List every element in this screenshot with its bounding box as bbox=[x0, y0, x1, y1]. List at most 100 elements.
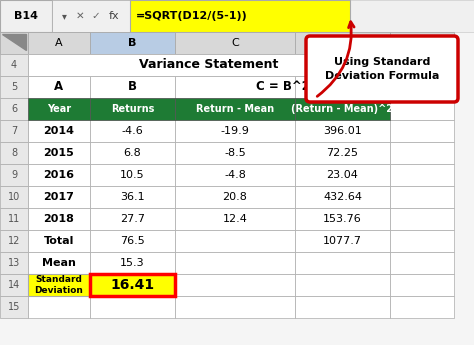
Text: 15.3: 15.3 bbox=[120, 258, 145, 268]
Text: 15: 15 bbox=[8, 302, 20, 312]
Text: 10.5: 10.5 bbox=[120, 170, 145, 180]
Text: 432.64: 432.64 bbox=[323, 192, 362, 202]
Bar bbox=[28, 76, 90, 98]
Bar bbox=[90, 32, 175, 54]
Bar bbox=[175, 142, 295, 164]
Bar bbox=[0, 32, 28, 54]
Text: 396.01: 396.01 bbox=[323, 126, 362, 136]
Text: 1077.7: 1077.7 bbox=[323, 236, 362, 246]
Text: Return - Mean: Return - Mean bbox=[196, 104, 274, 114]
Text: 2015: 2015 bbox=[44, 148, 74, 158]
Bar bbox=[390, 54, 454, 76]
Text: ▾: ▾ bbox=[62, 11, 66, 21]
Text: -19.9: -19.9 bbox=[220, 126, 249, 136]
Text: C: C bbox=[231, 38, 239, 48]
Bar bbox=[175, 54, 295, 76]
Text: fx: fx bbox=[109, 11, 119, 21]
Text: Mean: Mean bbox=[42, 258, 76, 268]
Text: 10: 10 bbox=[8, 192, 20, 202]
Bar bbox=[390, 164, 454, 186]
Bar bbox=[175, 164, 295, 186]
Text: 11: 11 bbox=[8, 214, 20, 224]
Bar bbox=[390, 32, 454, 54]
Text: Using Standard
Deviation Formula: Using Standard Deviation Formula bbox=[325, 57, 439, 81]
Bar bbox=[175, 252, 295, 274]
Bar bbox=[90, 98, 175, 120]
Bar bbox=[28, 54, 90, 76]
Bar bbox=[90, 186, 175, 208]
Bar bbox=[0, 120, 28, 142]
Bar bbox=[28, 142, 90, 164]
Text: -8.5: -8.5 bbox=[224, 148, 246, 158]
Bar bbox=[295, 142, 390, 164]
Bar bbox=[390, 76, 454, 98]
Bar bbox=[175, 98, 295, 120]
Bar bbox=[28, 120, 90, 142]
Bar bbox=[90, 296, 175, 318]
Text: 2016: 2016 bbox=[44, 170, 74, 180]
Bar bbox=[28, 54, 390, 76]
Text: E: E bbox=[419, 38, 426, 48]
Bar bbox=[175, 208, 295, 230]
Bar bbox=[175, 186, 295, 208]
Bar bbox=[90, 120, 175, 142]
Bar bbox=[295, 54, 390, 76]
Bar bbox=[295, 98, 390, 120]
Text: ✕: ✕ bbox=[76, 11, 84, 21]
Bar bbox=[390, 142, 454, 164]
Bar bbox=[0, 54, 28, 76]
Text: 12.4: 12.4 bbox=[223, 214, 247, 224]
Text: 5: 5 bbox=[11, 82, 17, 92]
Bar bbox=[0, 142, 28, 164]
Bar bbox=[390, 296, 454, 318]
Bar bbox=[90, 252, 175, 274]
Bar bbox=[90, 274, 175, 296]
Text: 153.76: 153.76 bbox=[323, 214, 362, 224]
Bar bbox=[0, 252, 28, 274]
Bar bbox=[295, 296, 390, 318]
Bar bbox=[175, 32, 295, 54]
Bar bbox=[28, 164, 90, 186]
Bar bbox=[295, 274, 390, 296]
Text: 8: 8 bbox=[11, 148, 17, 158]
Bar bbox=[90, 142, 175, 164]
Text: -4.6: -4.6 bbox=[122, 126, 143, 136]
Text: 2014: 2014 bbox=[44, 126, 74, 136]
Bar bbox=[0, 164, 28, 186]
Bar bbox=[28, 208, 90, 230]
Text: 2017: 2017 bbox=[44, 192, 74, 202]
Text: C = B^2: C = B^2 bbox=[255, 80, 310, 93]
Bar bbox=[295, 164, 390, 186]
Bar bbox=[390, 98, 454, 120]
Bar bbox=[0, 0, 474, 32]
Text: 4: 4 bbox=[11, 60, 17, 70]
Text: 16.41: 16.41 bbox=[110, 278, 155, 292]
Bar bbox=[175, 76, 295, 98]
Bar bbox=[0, 0, 52, 32]
Bar bbox=[295, 120, 390, 142]
Bar bbox=[295, 98, 390, 120]
Bar bbox=[0, 296, 28, 318]
Bar bbox=[0, 186, 28, 208]
Bar bbox=[295, 186, 390, 208]
FancyBboxPatch shape bbox=[306, 36, 458, 102]
Bar bbox=[0, 76, 28, 98]
Text: -4.8: -4.8 bbox=[224, 170, 246, 180]
Text: 23.04: 23.04 bbox=[327, 170, 358, 180]
Bar bbox=[28, 98, 90, 120]
Text: 76.5: 76.5 bbox=[120, 236, 145, 246]
Text: Total: Total bbox=[44, 236, 74, 246]
Bar bbox=[90, 54, 175, 76]
Text: 14: 14 bbox=[8, 280, 20, 290]
Text: Returns: Returns bbox=[111, 104, 154, 114]
Text: B: B bbox=[128, 38, 137, 48]
Bar bbox=[28, 230, 90, 252]
Bar bbox=[28, 186, 90, 208]
Bar bbox=[28, 98, 90, 120]
Text: 20.8: 20.8 bbox=[223, 192, 247, 202]
Bar bbox=[295, 252, 390, 274]
Bar bbox=[390, 120, 454, 142]
Text: 7: 7 bbox=[11, 126, 17, 136]
Bar bbox=[175, 120, 295, 142]
Bar bbox=[90, 274, 175, 296]
